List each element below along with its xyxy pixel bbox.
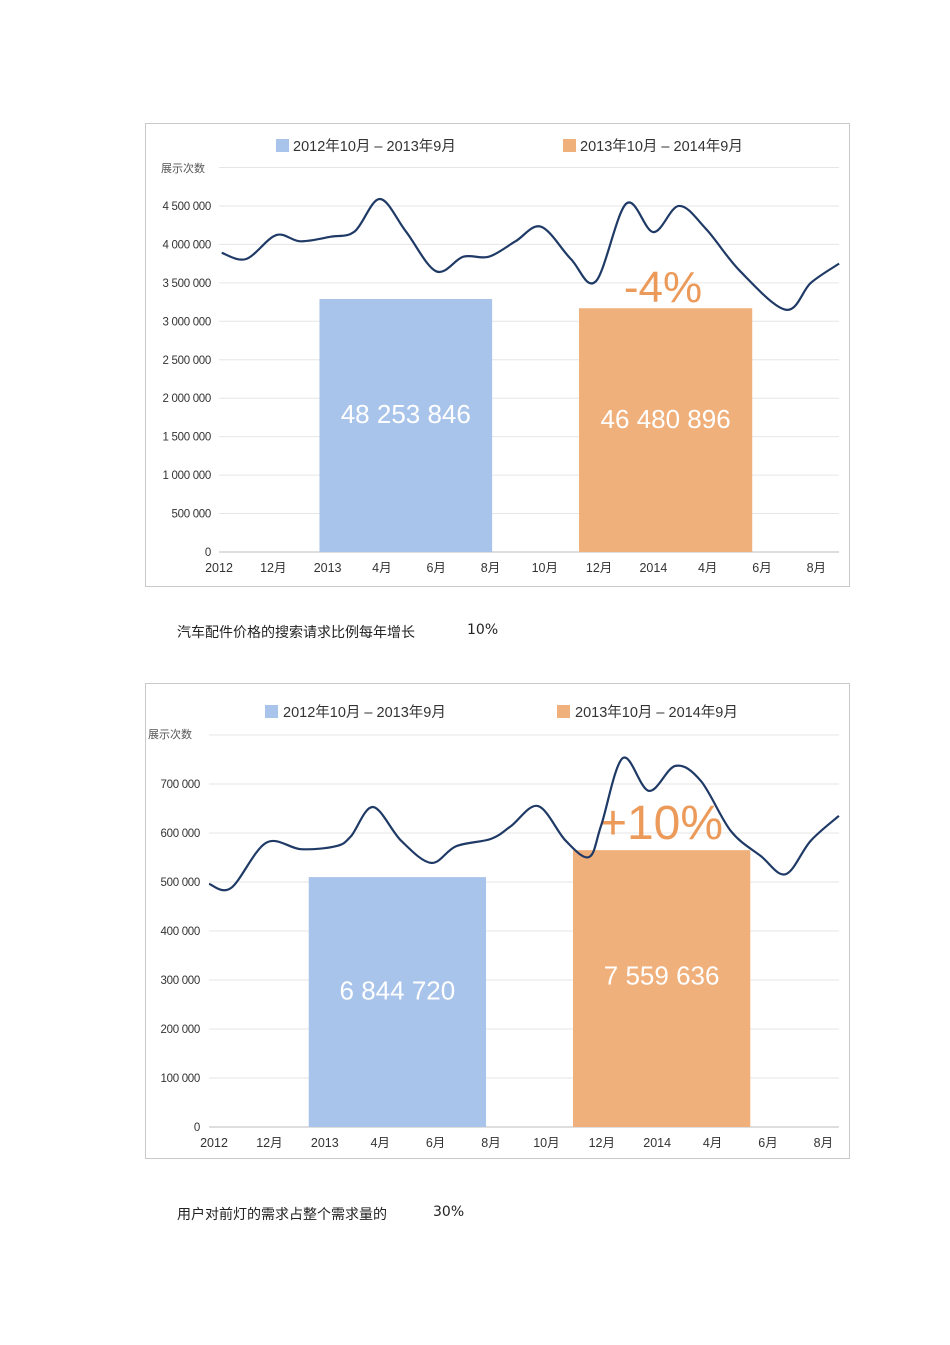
y-tick-label: 600 000 [161, 828, 200, 840]
caption-1-text: 汽车配件价格的搜索请求比例每年增长 [177, 625, 415, 641]
legend-swatch-1 [265, 705, 278, 718]
bar-2-label: 46 480 896 [601, 404, 731, 434]
bar-2 [579, 308, 753, 552]
caption-1: 汽车配件价格的搜索请求比例每年增长 10% [177, 622, 498, 642]
y-tick-label: 0 [205, 547, 211, 559]
x-tick-label: 12月 [260, 561, 286, 575]
y-axis-title: 展示次数 [148, 727, 192, 741]
x-tick-label: 12月 [586, 561, 612, 575]
bar-1-label: 48 253 846 [341, 399, 471, 429]
y-axis-title: 展示次数 [161, 161, 205, 175]
chart-svg: 2012年10月 – 2013年9月 2013年10月 – 2014年9月展示次数… [148, 704, 840, 1150]
x-tick-label: 6月 [426, 1136, 445, 1150]
chart-svg: 2012年10月 – 2013年9月 2013年10月 – 2014年9月展示次数… [161, 138, 840, 575]
caption-1-value: 10% [467, 622, 499, 638]
legend-label-1: 2012年10月 – 2013年9月 [283, 704, 446, 721]
caption-2: 用户对前灯的需求占整个需求量的 30% [177, 1204, 464, 1224]
legend-swatch-2 [563, 139, 576, 152]
y-tick-label: 100 000 [161, 1073, 200, 1085]
y-tick-label: 0 [194, 1122, 200, 1134]
y-tick-label: 300 000 [161, 975, 200, 987]
y-tick-label: 3 500 000 [163, 278, 211, 290]
y-tick-label: 1 000 000 [163, 470, 211, 482]
trend-line [208, 756, 840, 892]
x-tick-label: 12月 [256, 1136, 282, 1150]
change-annotation: -4% [624, 263, 702, 312]
y-tick-label: 500 000 [172, 509, 211, 521]
x-tick-label: 8月 [814, 1136, 833, 1150]
y-tick-label: 400 000 [161, 926, 200, 938]
x-tick-label: 4月 [372, 561, 391, 575]
legend-swatch-2 [557, 705, 570, 718]
y-tick-label: 200 000 [161, 1024, 200, 1036]
x-tick-label: 2014 [639, 561, 667, 575]
y-tick-label: 1 500 000 [163, 432, 211, 444]
x-tick-label: 10月 [532, 561, 558, 575]
chart-search-impressions-headlights: 2012年10月 – 2013年9月 2013年10月 – 2014年9月展示次数… [145, 683, 850, 1159]
bar-1 [308, 877, 487, 1127]
y-tick-label: 4 000 000 [163, 239, 211, 251]
x-tick-label: 4月 [703, 1136, 722, 1150]
legend-label-2: 2013年10月 – 2014年9月 [575, 704, 738, 721]
x-tick-label: 12月 [589, 1136, 615, 1150]
legend-label-1: 2012年10月 – 2013年9月 [293, 138, 456, 155]
x-tick-label: 8月 [481, 561, 500, 575]
bar-2 [572, 850, 751, 1127]
legend-label-2: 2013年10月 – 2014年9月 [580, 138, 743, 155]
bar-1-label: 6 844 720 [340, 976, 456, 1006]
x-tick-label: 2013 [311, 1136, 339, 1150]
y-tick-label: 2 000 000 [163, 393, 211, 405]
chart-search-impressions-parts-price: 2012年10月 – 2013年9月 2013年10月 – 2014年9月展示次数… [145, 123, 850, 587]
y-tick-label: 3 000 000 [163, 316, 211, 328]
bar-1 [319, 298, 493, 552]
x-tick-label: 2012 [200, 1136, 228, 1150]
x-tick-label: 10月 [533, 1136, 559, 1150]
x-tick-label: 6月 [752, 561, 771, 575]
change-annotation: +10% [599, 797, 723, 850]
x-tick-label: 2013 [314, 561, 342, 575]
bar-2-label: 7 559 636 [604, 961, 720, 991]
x-tick-label: 8月 [481, 1136, 500, 1150]
x-tick-label: 6月 [426, 561, 445, 575]
y-tick-label: 500 000 [161, 877, 200, 889]
x-tick-label: 8月 [807, 561, 826, 575]
y-tick-label: 700 000 [161, 779, 200, 791]
y-tick-label: 4 500 000 [163, 201, 211, 213]
caption-2-value: 30% [433, 1204, 465, 1220]
legend-swatch-1 [276, 139, 289, 152]
x-tick-label: 4月 [370, 1136, 389, 1150]
x-tick-label: 2014 [643, 1136, 671, 1150]
x-tick-label: 6月 [758, 1136, 777, 1150]
trend-line [221, 197, 840, 311]
y-tick-label: 2 500 000 [163, 355, 211, 367]
x-tick-label: 4月 [698, 561, 717, 575]
caption-2-text: 用户对前灯的需求占整个需求量的 [177, 1207, 387, 1223]
x-tick-label: 2012 [205, 561, 233, 575]
